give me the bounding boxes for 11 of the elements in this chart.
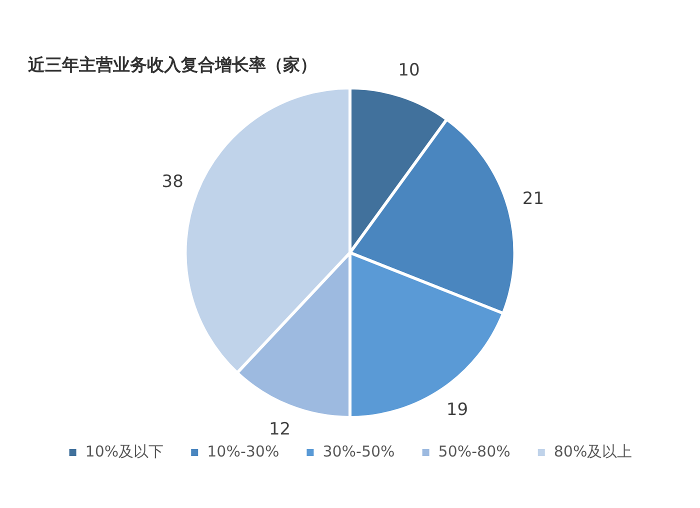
chart-title: 近三年主营业务收入复合增长率（家）: [27, 56, 317, 76]
legend-label: 10%-30%: [207, 442, 280, 460]
legend-label: 10%及以下: [85, 442, 164, 460]
data-label: 38: [162, 172, 184, 192]
data-label: 21: [522, 188, 544, 209]
data-label: 19: [446, 400, 468, 420]
data-label: 12: [268, 420, 291, 440]
legend-label: 30%-50%: [322, 442, 395, 460]
legend-label: 50%-80%: [438, 442, 510, 460]
legend-label: 80%及以上: [554, 442, 632, 460]
data-label: 10: [398, 60, 420, 81]
